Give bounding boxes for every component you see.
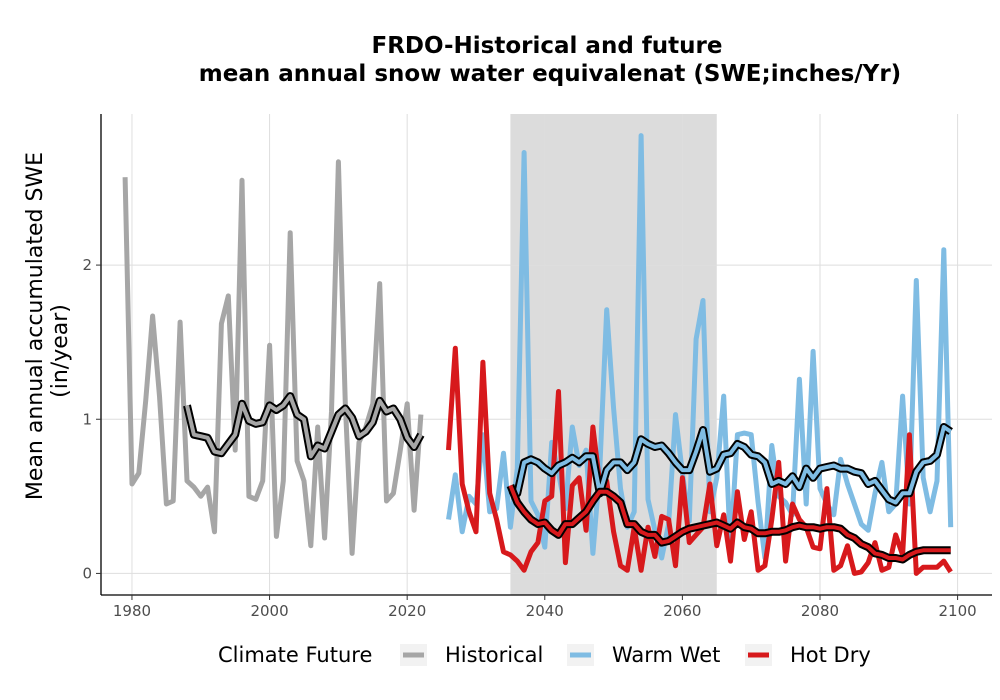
x-tick-label-2060: 2060 bbox=[663, 602, 701, 620]
y-tick-label-2: 2 bbox=[82, 256, 92, 274]
chart-subtitle: mean annual snow water equivalenat (SWE;… bbox=[199, 61, 901, 87]
x-tick-label-2040: 2040 bbox=[526, 602, 564, 620]
series-line-historical bbox=[122, 159, 424, 556]
x-tick-label-2020: 2020 bbox=[388, 602, 426, 620]
series-line-warm-wet bbox=[446, 133, 954, 561]
legend-label-warm-wet: Warm Wet bbox=[612, 643, 720, 667]
y-tick-label-0: 0 bbox=[82, 564, 92, 582]
y-axis-label-line2: (in/year) bbox=[48, 304, 73, 398]
plot-area: 1980 2000 2020 2040 2060 2080 2100 0 1 2 bbox=[82, 114, 992, 620]
x-tick-label-2100: 2100 bbox=[939, 602, 977, 620]
x-tick-label-2080: 2080 bbox=[801, 602, 839, 620]
series-line-hot-dry bbox=[446, 345, 953, 576]
rolling-mean-line-historical bbox=[185, 394, 423, 459]
y-tick-label-1: 1 bbox=[82, 410, 92, 428]
chart-title: FRDO-Historical and future bbox=[372, 33, 723, 59]
legend-label-historical: Historical bbox=[445, 643, 543, 667]
legend-label-hot-dry: Hot Dry bbox=[790, 643, 871, 667]
series-lines bbox=[122, 133, 954, 576]
rolling-mean-line-hot-dry bbox=[508, 484, 951, 562]
legend-title: Climate Future bbox=[218, 643, 372, 667]
x-tick-label-2000: 2000 bbox=[250, 602, 288, 620]
axis-ticks: 1980 2000 2020 2040 2060 2080 2100 0 1 2 bbox=[82, 256, 976, 620]
x-tick-label-1980: 1980 bbox=[113, 602, 151, 620]
y-axis-label-line1: Mean annual accumulated SWE bbox=[23, 152, 48, 500]
legend: Climate Future Historical Warm Wet Hot D… bbox=[218, 643, 871, 667]
rolling-mean-line-warm-wet bbox=[509, 425, 952, 505]
